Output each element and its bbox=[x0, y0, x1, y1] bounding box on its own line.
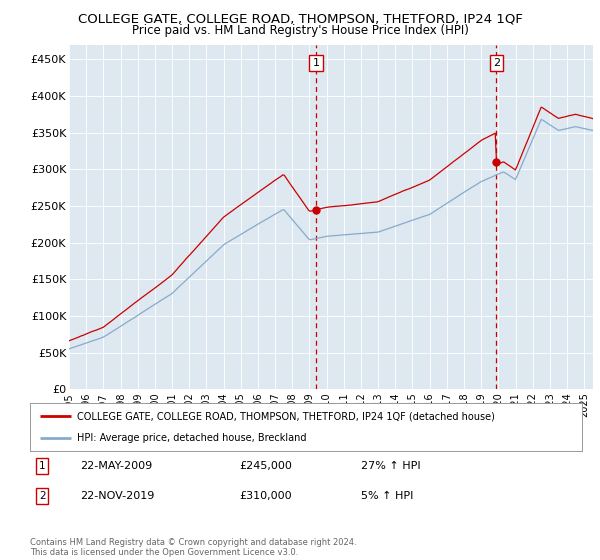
Text: 22-MAY-2009: 22-MAY-2009 bbox=[80, 461, 152, 471]
Text: COLLEGE GATE, COLLEGE ROAD, THOMPSON, THETFORD, IP24 1QF: COLLEGE GATE, COLLEGE ROAD, THOMPSON, TH… bbox=[77, 12, 523, 25]
Text: 5% ↑ HPI: 5% ↑ HPI bbox=[361, 491, 413, 501]
Text: 1: 1 bbox=[39, 461, 46, 471]
Text: £310,000: £310,000 bbox=[240, 491, 292, 501]
Text: 2: 2 bbox=[39, 491, 46, 501]
Text: 22-NOV-2019: 22-NOV-2019 bbox=[80, 491, 154, 501]
Text: £245,000: £245,000 bbox=[240, 461, 293, 471]
Text: 27% ↑ HPI: 27% ↑ HPI bbox=[361, 461, 421, 471]
Text: 2: 2 bbox=[493, 58, 500, 68]
Text: Contains HM Land Registry data © Crown copyright and database right 2024.
This d: Contains HM Land Registry data © Crown c… bbox=[30, 538, 356, 557]
Text: COLLEGE GATE, COLLEGE ROAD, THOMPSON, THETFORD, IP24 1QF (detached house): COLLEGE GATE, COLLEGE ROAD, THOMPSON, TH… bbox=[77, 411, 495, 421]
Text: 1: 1 bbox=[313, 58, 319, 68]
Text: HPI: Average price, detached house, Breckland: HPI: Average price, detached house, Brec… bbox=[77, 433, 307, 443]
Text: Price paid vs. HM Land Registry's House Price Index (HPI): Price paid vs. HM Land Registry's House … bbox=[131, 24, 469, 36]
